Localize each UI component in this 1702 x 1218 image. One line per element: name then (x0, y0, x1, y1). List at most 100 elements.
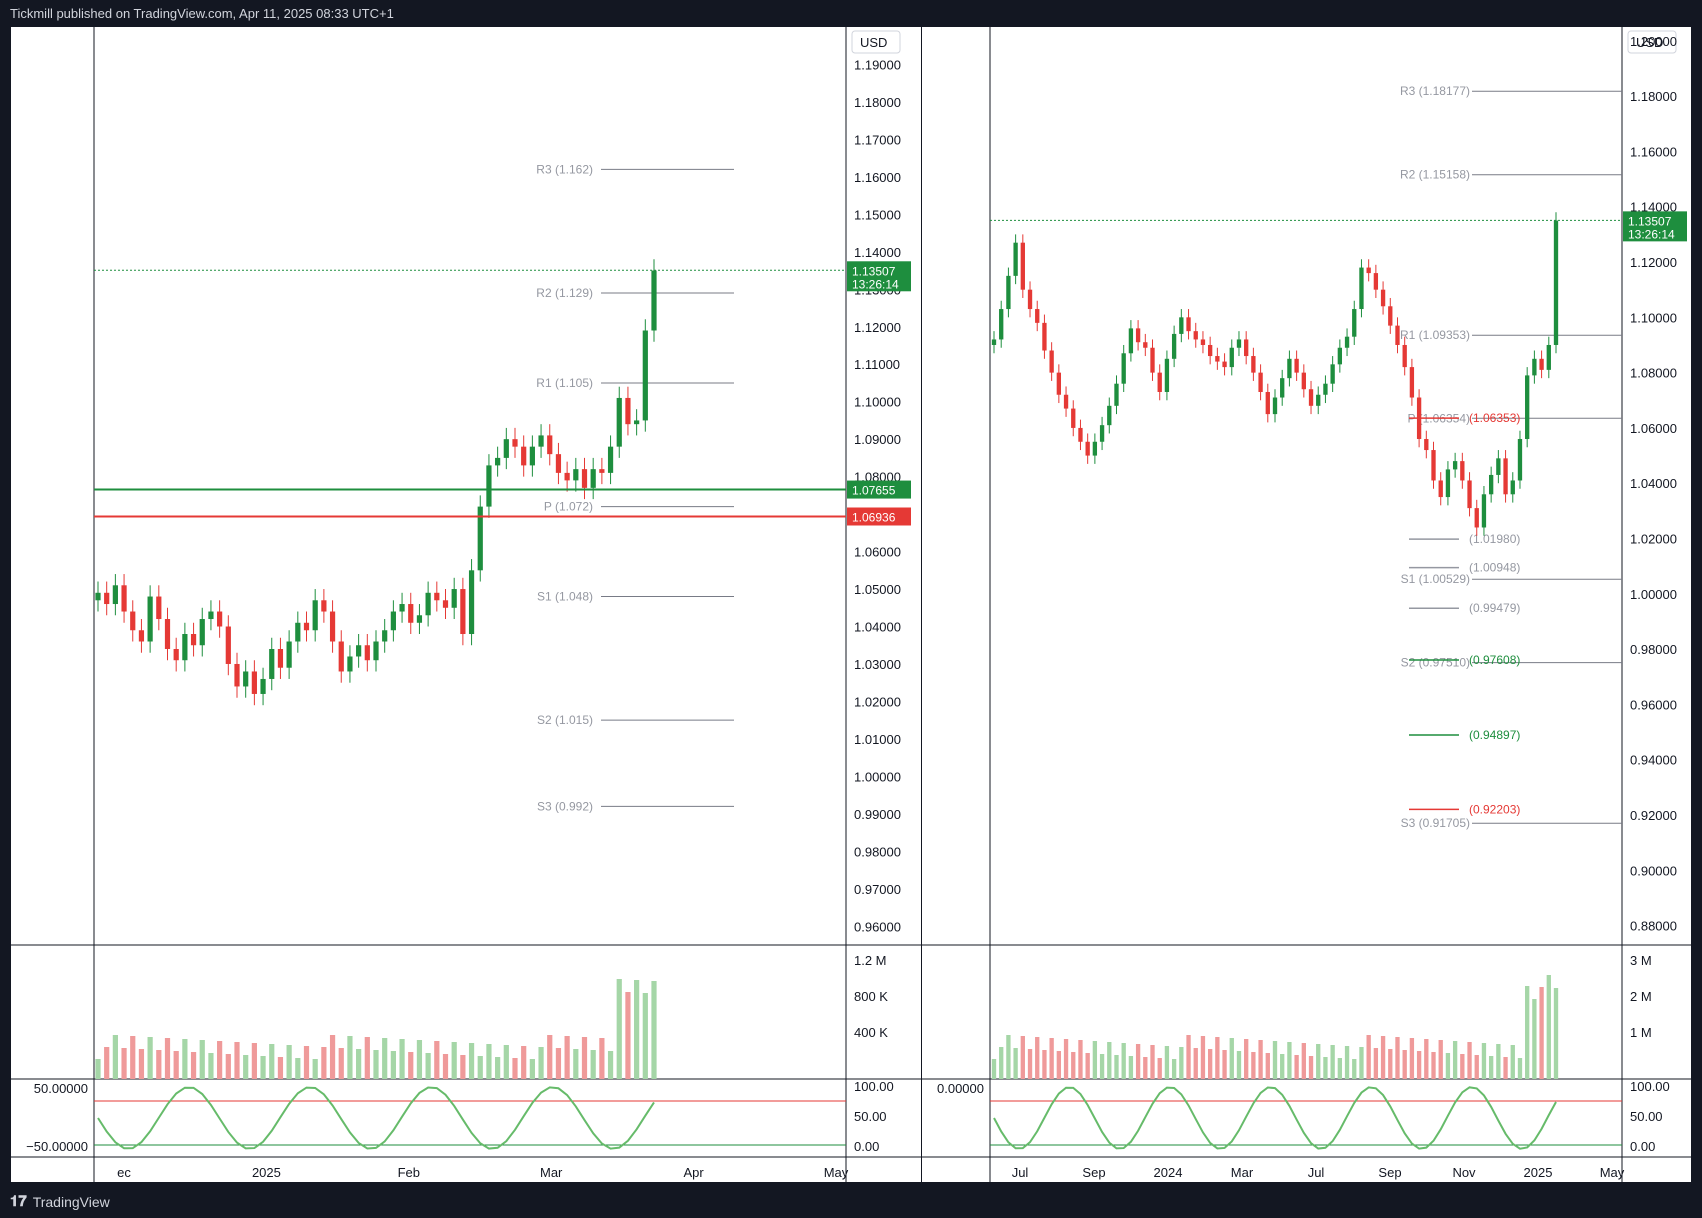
volume-bar (451, 1042, 457, 1079)
candle-body (1071, 408, 1076, 428)
price-badge (1623, 211, 1687, 242)
candle-body (1020, 242, 1025, 290)
price-tick-label: 1.14000 (854, 245, 901, 260)
time-tick-label: ec (117, 1165, 131, 1180)
volume-bar (1143, 1057, 1148, 1079)
price-tick-label: 1.16000 (854, 170, 901, 185)
candle-body (1460, 461, 1465, 481)
volume-bar (1323, 1057, 1328, 1079)
candle-body (1352, 309, 1357, 337)
time-tick-label: Mar (1231, 1165, 1254, 1180)
candle-body (1481, 494, 1487, 528)
time-tick-label: 2024 (1154, 1165, 1183, 1180)
volume-bar (1251, 1052, 1256, 1079)
candle-body (1366, 267, 1371, 274)
candle-body (581, 469, 588, 488)
pivot-label: S1 (1.00529) (1401, 572, 1470, 586)
candle-body (1330, 364, 1335, 384)
fib-label: (0.97608) (1469, 653, 1520, 667)
price-tick-label: 1.08000 (1630, 366, 1677, 381)
candle-body (243, 671, 249, 687)
time-tick-label: May (824, 1165, 849, 1180)
pivot-label: S3 (0.992) (537, 799, 593, 813)
volume-bar (1344, 1046, 1350, 1079)
volume-bar (1215, 1037, 1220, 1079)
osc-left-label: 50.00000 (34, 1081, 88, 1096)
volume-bar (1409, 1038, 1415, 1079)
candle-body (442, 600, 449, 608)
candle-body (1049, 350, 1054, 373)
volume-bar (1438, 1040, 1443, 1079)
volume-bar (1301, 1043, 1306, 1079)
volume-bar (503, 1045, 509, 1079)
time-tick-label: Feb (398, 1165, 420, 1180)
left-chart-svg[interactable]: USD 1.19000 1.18000 1.17000 1.16000 1.15000 1.… (11, 27, 921, 1182)
candle-body (599, 469, 605, 473)
candle-body (164, 619, 171, 649)
currency-label: USD (1636, 35, 1663, 50)
left-chart-panel[interactable]: USD 1.19000 1.18000 1.17000 1.16000 1.15000 1.… (11, 27, 921, 1182)
candle-body (329, 611, 336, 642)
candle-body (1380, 289, 1386, 307)
volume-bar (277, 1057, 284, 1079)
candle-body (1301, 372, 1306, 390)
candle-body (1445, 469, 1451, 498)
osc-left-label: 0.00000 (937, 1081, 984, 1096)
candle-body (1215, 356, 1220, 362)
pivot-label: R3 (1.162) (536, 162, 593, 176)
volume-bar (1352, 1059, 1357, 1079)
publish-header: Tickmill published on TradingView.com, A… (10, 6, 394, 21)
volume-bar (147, 1037, 153, 1079)
volume-bar (338, 1048, 344, 1079)
candle-body (121, 585, 127, 612)
candle-body (1280, 378, 1285, 398)
price-badge-value: 1.13507 (852, 264, 896, 278)
currency-box (1627, 30, 1677, 54)
volume-bar (243, 1055, 249, 1079)
volume-bar (1272, 1041, 1278, 1079)
volume-bar (399, 1039, 405, 1079)
volume-bar (1258, 1040, 1263, 1079)
candle-body (1150, 347, 1155, 373)
time-tick-label: Apr (683, 1165, 704, 1180)
volume-bar (1107, 1042, 1112, 1079)
osc-line (97, 1086, 655, 1150)
osc-tick-label: 50.00 (854, 1109, 887, 1124)
volume-bar (1366, 1035, 1371, 1079)
candle-body (547, 435, 553, 455)
candle-body (1525, 375, 1530, 439)
volume-bar (347, 1036, 353, 1079)
fib-label: (1.06353) (1469, 411, 1520, 425)
price-tick-label: 1.02000 (1630, 532, 1677, 547)
candle-body (451, 589, 457, 608)
volume-bar (1222, 1050, 1227, 1079)
candle-body (347, 656, 353, 672)
candle-body (468, 570, 475, 635)
footer-brand: TradingView (32, 1193, 110, 1210)
volume-bar (1244, 1039, 1249, 1079)
candle-body (1135, 328, 1141, 343)
price-badge-value: 1.06936 (852, 511, 896, 525)
volume-bar (199, 1040, 205, 1079)
candle-body (1424, 438, 1429, 451)
price-tick-label: 0.94000 (1630, 753, 1677, 768)
candle-body (199, 619, 205, 646)
volume-bar (173, 1051, 179, 1079)
candle-body (1546, 344, 1551, 370)
volume-bar (495, 1057, 501, 1079)
volume-bar (1316, 1044, 1321, 1079)
candle-body (1359, 267, 1364, 310)
volume-bar (1280, 1054, 1285, 1079)
candle-body (251, 671, 257, 694)
candle-body (416, 615, 423, 623)
price-tick-label: 0.88000 (1630, 919, 1677, 934)
price-tick-label: 1.00000 (1630, 587, 1677, 602)
right-chart-panel[interactable]: USD 1.20000 1.18000 1.16000 1.14000 1.12000 1.… (922, 27, 1691, 1182)
candle-body (295, 622, 301, 642)
volume-bar (599, 1038, 605, 1079)
price-tick-label: 1.01000 (854, 732, 901, 747)
price-tick-label: 0.97000 (854, 882, 901, 897)
volume-bar (1359, 1047, 1364, 1079)
candle-body (991, 339, 997, 345)
